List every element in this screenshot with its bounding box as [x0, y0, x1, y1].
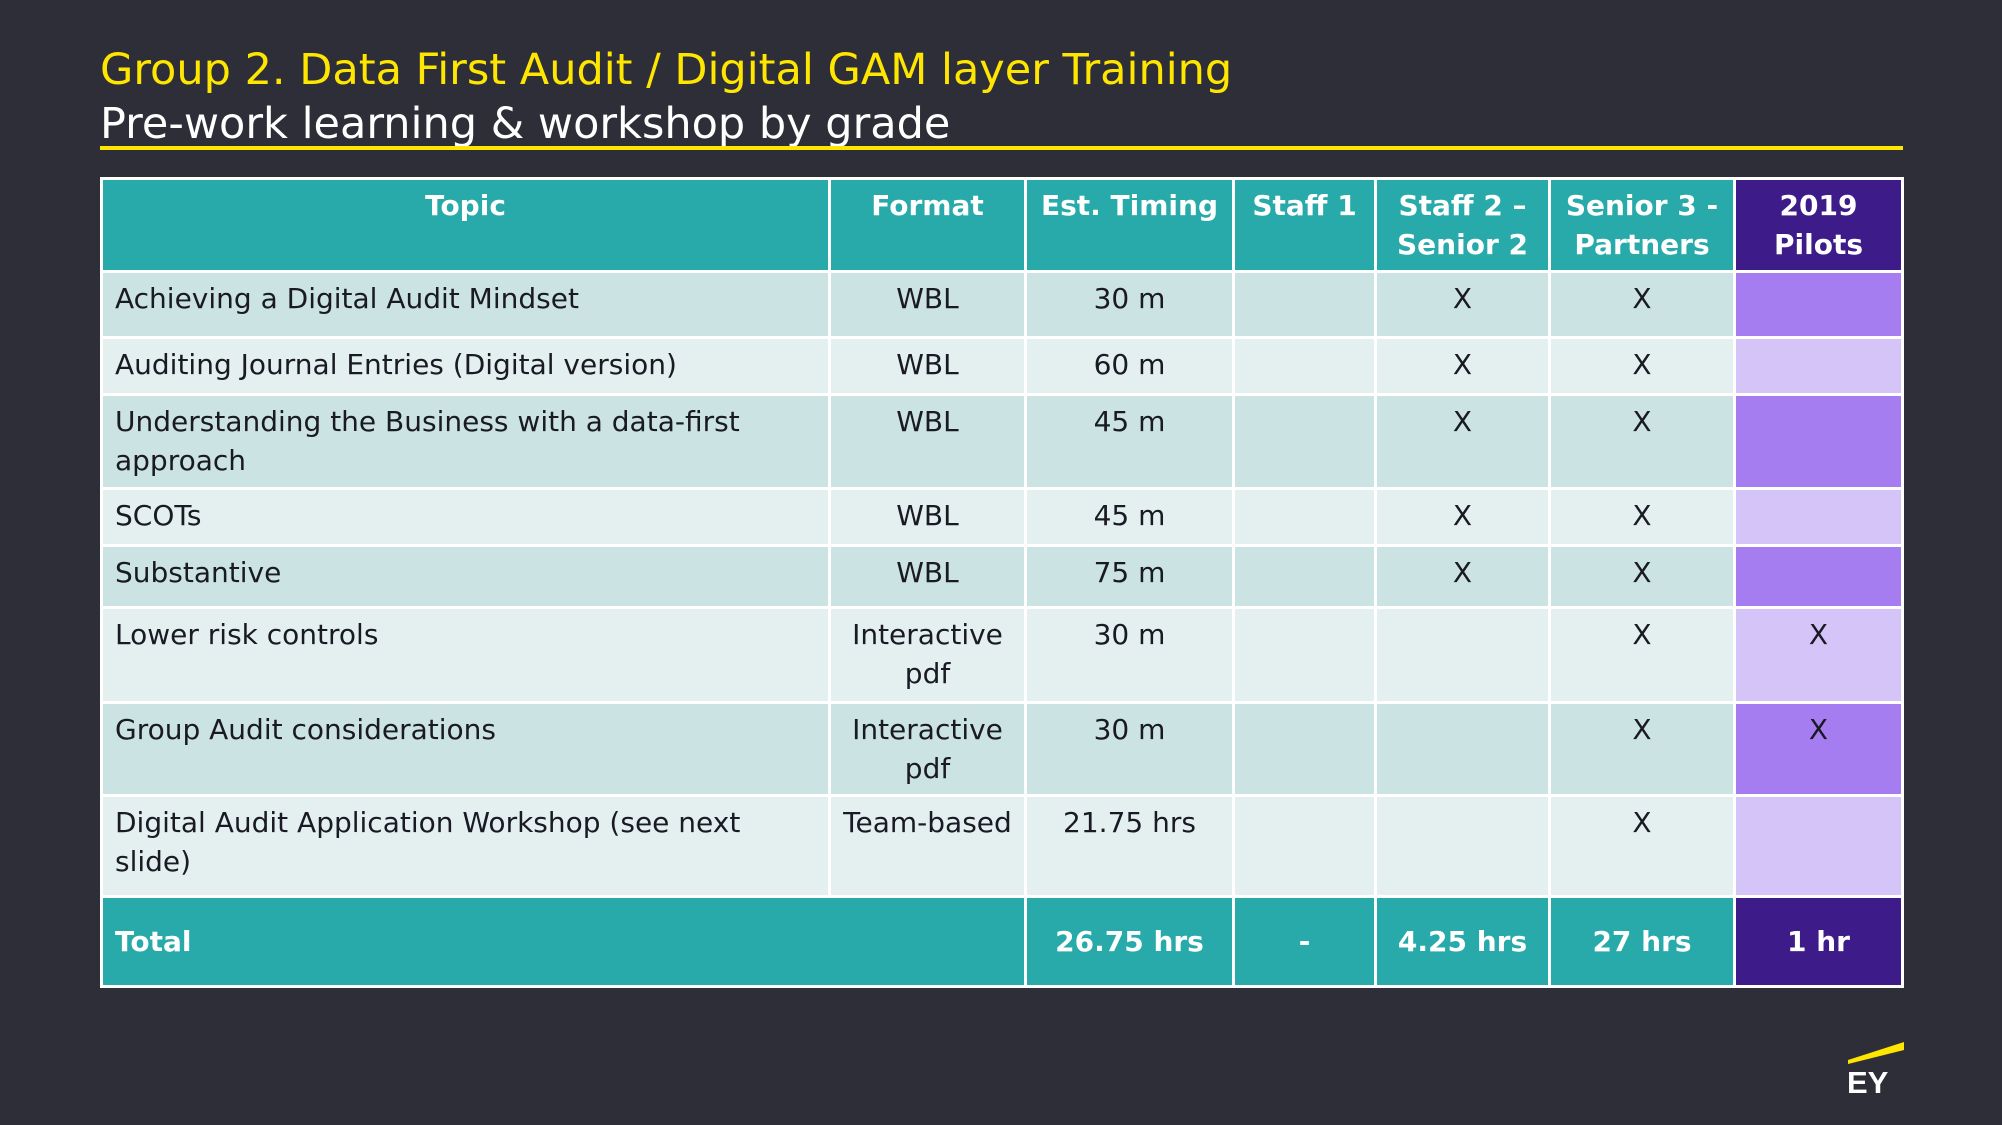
- timing-cell: 30 m: [1024, 606, 1235, 704]
- staff-2-cell: [1374, 606, 1551, 704]
- total-row: Total 26.75 hrs - 4.25 hrs 27 hrs 1 hr: [100, 895, 1904, 988]
- timing-cell: 30 m: [1024, 701, 1235, 797]
- format-cell: Team-based: [828, 794, 1027, 898]
- total-staff-2: 4.25 hrs: [1374, 895, 1551, 988]
- senior-3-cell: X: [1548, 606, 1736, 704]
- pilots-cell: [1733, 270, 1904, 339]
- senior-3-cell: X: [1548, 544, 1736, 609]
- total-timing: 26.75 hrs: [1024, 895, 1235, 988]
- total-staff-1: -: [1232, 895, 1377, 988]
- table-row: Group Audit considerations Interactive p…: [100, 701, 1904, 797]
- total-senior-3: 27 hrs: [1548, 895, 1736, 988]
- format-cell: WBL: [828, 270, 1027, 339]
- senior-3-cell: X: [1548, 487, 1736, 547]
- topic-cell: Digital Audit Application Workshop (see …: [100, 794, 831, 898]
- ey-logo-icon: EY: [1846, 1040, 1906, 1100]
- format-cell: WBL: [828, 544, 1027, 609]
- staff-2-cell: [1374, 701, 1551, 797]
- pilots-cell: [1733, 336, 1904, 396]
- timing-cell: 75 m: [1024, 544, 1235, 609]
- format-cell: WBL: [828, 487, 1027, 547]
- table-row: Lower risk controls Interactive pdf 30 m…: [100, 606, 1904, 704]
- staff-2-cell: X: [1374, 544, 1551, 609]
- staff-1-cell: [1232, 544, 1377, 609]
- staff-2-cell: X: [1374, 270, 1551, 339]
- format-cell: WBL: [828, 393, 1027, 490]
- header-staff-1: Staff 1: [1232, 177, 1377, 273]
- pilots-cell: X: [1733, 606, 1904, 704]
- header-staff-2-senior-2: Staff 2 – Senior 2: [1374, 177, 1551, 273]
- table-header-row: Topic Format Est. Timing Staff 1 Staff 2…: [100, 177, 1904, 273]
- title-divider: [100, 146, 1903, 150]
- table-row: Substantive WBL 75 m X X: [100, 544, 1904, 609]
- senior-3-cell: X: [1548, 270, 1736, 339]
- senior-3-cell: X: [1548, 393, 1736, 490]
- topic-cell: SCOTs: [100, 487, 831, 547]
- timing-cell: 21.75 hrs: [1024, 794, 1235, 898]
- staff-1-cell: [1232, 487, 1377, 547]
- topic-cell: Achieving a Digital Audit Mindset: [100, 270, 831, 339]
- header-format: Format: [828, 177, 1027, 273]
- table-row: Understanding the Business with a data-f…: [100, 393, 1904, 490]
- staff-2-cell: X: [1374, 487, 1551, 547]
- topic-cell: Auditing Journal Entries (Digital versio…: [100, 336, 831, 396]
- staff-2-cell: X: [1374, 336, 1551, 396]
- timing-cell: 45 m: [1024, 393, 1235, 490]
- header-est-timing: Est. Timing: [1024, 177, 1235, 273]
- topic-cell: Group Audit considerations: [100, 701, 831, 797]
- pilots-cell: [1733, 393, 1904, 490]
- slide-title: Group 2. Data First Audit / Digital GAM …: [100, 45, 1233, 95]
- header-senior-3-partners: Senior 3 - Partners: [1548, 177, 1736, 273]
- topic-cell: Substantive: [100, 544, 831, 609]
- staff-1-cell: [1232, 794, 1377, 898]
- pilots-cell: [1733, 794, 1904, 898]
- table-row: SCOTs WBL 45 m X X: [100, 487, 1904, 547]
- ey-logo-text: EY: [1847, 1065, 1889, 1096]
- header-2019-pilots: 2019 Pilots: [1733, 177, 1904, 273]
- total-pilots: 1 hr: [1733, 895, 1904, 988]
- staff-1-cell: [1232, 701, 1377, 797]
- staff-1-cell: [1232, 393, 1377, 490]
- training-table: Topic Format Est. Timing Staff 1 Staff 2…: [100, 177, 1904, 988]
- format-cell: Interactive pdf: [828, 701, 1027, 797]
- table-row: Digital Audit Application Workshop (see …: [100, 794, 1904, 898]
- staff-1-cell: [1232, 270, 1377, 339]
- header-topic: Topic: [100, 177, 831, 273]
- table-row: Auditing Journal Entries (Digital versio…: [100, 336, 1904, 396]
- senior-3-cell: X: [1548, 336, 1736, 396]
- timing-cell: 45 m: [1024, 487, 1235, 547]
- topic-cell: Lower risk controls: [100, 606, 831, 704]
- senior-3-cell: X: [1548, 794, 1736, 898]
- staff-2-cell: X: [1374, 393, 1551, 490]
- table-row: Achieving a Digital Audit Mindset WBL 30…: [100, 270, 1904, 339]
- staff-1-cell: [1232, 606, 1377, 704]
- topic-cell: Understanding the Business with a data-f…: [100, 393, 831, 490]
- staff-1-cell: [1232, 336, 1377, 396]
- timing-cell: 30 m: [1024, 270, 1235, 339]
- pilots-cell: X: [1733, 701, 1904, 797]
- format-cell: WBL: [828, 336, 1027, 396]
- slide-subtitle: Pre-work learning & workshop by grade: [100, 99, 951, 149]
- format-cell: Interactive pdf: [828, 606, 1027, 704]
- pilots-cell: [1733, 487, 1904, 547]
- staff-2-cell: [1374, 794, 1551, 898]
- senior-3-cell: X: [1548, 701, 1736, 797]
- timing-cell: 60 m: [1024, 336, 1235, 396]
- total-label: Total: [100, 895, 1027, 988]
- pilots-cell: [1733, 544, 1904, 609]
